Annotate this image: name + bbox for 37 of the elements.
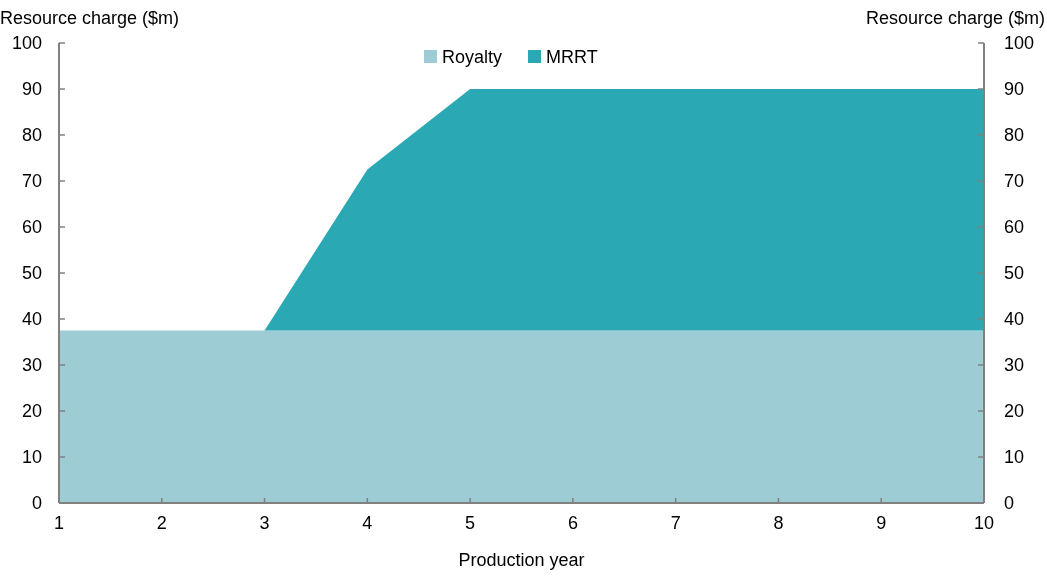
y2-axis-title: Resource charge ($m) — [865, 8, 1045, 28]
y-tick-label: 100 — [11, 33, 42, 54]
x-tick-label: 7 — [670, 513, 681, 533]
y-tick-label: 10 — [21, 447, 42, 468]
x-tick-label: 5 — [465, 513, 476, 533]
y2-tick-label: 40 — [1004, 309, 1025, 330]
y2-tick-label: 70 — [1004, 171, 1025, 192]
x-tick-label: 9 — [876, 513, 887, 533]
x-tick-label: 4 — [362, 513, 373, 533]
y-tick-label: 80 — [21, 125, 42, 146]
y-tick-label: 70 — [21, 171, 42, 192]
y-tick-label: 90 — [21, 79, 42, 100]
x-tick-label: 10 — [973, 513, 995, 533]
x-tick-label: 1 — [53, 513, 65, 533]
y-tick-label: 50 — [21, 263, 42, 284]
legend-label: Royalty — [442, 47, 503, 68]
y-tick-label: 60 — [21, 217, 42, 238]
x-tick-label: 2 — [156, 513, 167, 533]
y-axis-title: Resource charge ($m) — [0, 8, 180, 28]
x-tick-label: 8 — [773, 513, 784, 533]
y2-tick-label: 0 — [1004, 493, 1015, 514]
x-tick-label: 6 — [567, 513, 578, 533]
x-tick-label: 3 — [259, 513, 270, 533]
y2-tick-label: 20 — [1004, 401, 1025, 422]
y-tick-label: 0 — [31, 493, 42, 514]
y2-tick-label: 60 — [1004, 217, 1025, 238]
y2-tick-label: 100 — [1004, 33, 1035, 54]
y2-tick-label: 30 — [1004, 355, 1025, 376]
y-tick-label: 30 — [21, 355, 42, 376]
y2-tick-label: 80 — [1004, 125, 1025, 146]
y-tick-label: 40 — [21, 309, 42, 330]
legend-label: MRRT — [546, 47, 598, 68]
y2-tick-label: 10 — [1004, 447, 1025, 468]
y-tick-label: 20 — [21, 401, 42, 422]
y2-tick-label: 90 — [1004, 79, 1025, 100]
x-axis-title: Production year — [458, 550, 585, 570]
y2-tick-label: 50 — [1004, 263, 1025, 284]
